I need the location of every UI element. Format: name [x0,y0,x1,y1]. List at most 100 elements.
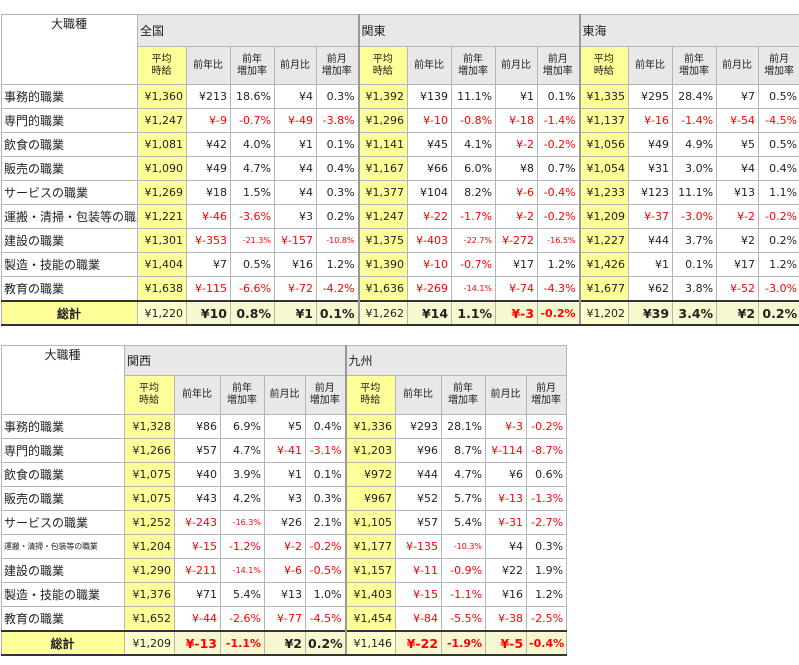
total-value: ¥1,220 [137,300,187,326]
metric-header: 前月 増加率 [315,46,360,85]
metric-header: 前月 増加率 [304,375,347,415]
cell-value: ¥-37 [628,204,674,229]
cell-value: ¥1,252 [124,510,175,535]
cell-value: -1.7% [451,204,497,229]
total-label: 総計 [1,630,125,656]
cell-value: ¥31 [628,156,674,181]
category-label: 事務的職業 [1,84,138,109]
cell-value: ¥13 [716,180,760,205]
cell-value: ¥1,454 [344,606,397,632]
cell-value: ¥1,360 [137,84,187,109]
cell-value: ¥1,137 [578,108,630,133]
cell-value: ¥45 [407,132,453,157]
table-row: 飲食の職業 ¥1,075 ¥40 3.9% ¥1 0.1% ¥972 ¥44 4.7% ¥6 0.6… [1,462,568,487]
cell-value: ¥-3 [485,414,528,439]
total-label: 総計 [1,300,138,326]
cell-value: ¥1,336 [344,414,397,439]
category-label: 専門的職業 [1,108,138,133]
cell-value: 0.4% [304,414,347,439]
cell-value: ¥1 [495,84,539,109]
cell-value: 0.5% [758,132,799,157]
cell-value: ¥96 [395,438,443,463]
cell-value: 4.0% [230,132,275,157]
cell-value: 0.6% [526,462,568,487]
table-row: 運搬・清掃・包装等の職業 ¥1,204 ¥-15 -1.2% ¥-2 -0.2% ¥1,17… [1,534,568,559]
cell-value: -3.0% [758,276,799,302]
total-value: 3.4% [672,300,718,326]
metric-header: 前年比 [628,46,674,85]
cell-value: 2.1% [304,510,347,535]
cell-value: 4.1% [451,132,497,157]
cell-value: -4.3% [537,276,581,302]
category-label: 事務的職業 [1,414,125,439]
cell-value: ¥1,301 [137,228,187,253]
metric-header: 前月 増加率 [758,46,799,85]
cell-value: -2.5% [526,606,568,632]
header-row-regions: 大職種 関西 九州 [1,345,568,415]
total-value: ¥-22 [395,630,443,656]
cell-value: ¥1,247 [357,204,409,229]
cell-value: 4.7% [441,462,487,487]
category-label: 教育の職業 [1,606,125,632]
cell-value: 4.9% [672,132,718,157]
table-row: 建設の職業 ¥1,290 ¥-211 -14.1% ¥-6 -0.5% ¥1,157 ¥-11… [1,558,568,583]
cell-value: 4.7% [230,156,275,181]
table-row: 教育の職業 ¥1,638 ¥-115 -6.6% ¥-72 -4.2% ¥1,636 ¥-26… [1,276,799,302]
total-value: -0.2% [537,300,581,326]
table-row: サービスの職業 ¥1,269 ¥18 1.5% ¥4 0.3% ¥1,377 ¥104 8.2%… [1,180,799,205]
cell-value: ¥293 [395,414,443,439]
cell-value: ¥71 [174,582,221,607]
total-value: 1.1% [451,300,497,326]
cell-value: ¥1,105 [344,510,397,535]
cell-value: ¥1,269 [137,180,187,205]
cell-value: ¥-2 [495,204,539,229]
cell-value: 1.2% [526,582,568,607]
category-label: サービスの職業 [1,510,125,535]
cell-value: ¥1,221 [137,204,187,229]
cell-value: ¥-49 [274,108,317,133]
total-value: ¥2 [716,300,760,326]
metric-header: 前月比 [264,375,306,415]
cell-value: ¥-15 [174,534,221,559]
cell-value: -0.5% [304,558,347,583]
category-label: 建設の職業 [1,228,138,253]
cell-value: 0.3% [315,84,360,109]
table-row: 販売の職業 ¥1,090 ¥49 4.7% ¥4 0.4% ¥1,167 ¥66 6.0% ¥8 0… [1,156,799,181]
cell-value: ¥42 [186,132,231,157]
metric-header: 平均 時給 [344,375,397,415]
cell-value: ¥52 [395,486,443,511]
cell-value: 0.3% [526,534,568,559]
cell-value: 1.9% [526,558,568,583]
cell-value: -3.8% [315,108,360,133]
cell-value: ¥-46 [186,204,231,229]
metric-header: 平均 時給 [357,46,409,85]
cell-value: ¥1,290 [124,558,175,583]
cell-value: 0.2% [758,228,799,253]
cell-value: ¥62 [628,276,674,302]
cell-value: 11.1% [451,84,497,109]
corner-label: 大職種 [1,345,125,415]
cell-value: ¥44 [395,462,443,487]
cell-value: -5.5% [441,606,487,632]
cell-value: ¥1,157 [344,558,397,583]
cell-value: 0.1% [315,132,360,157]
cell-value: ¥13 [264,582,306,607]
cell-value: ¥49 [186,156,231,181]
cell-value: ¥1,638 [137,276,187,302]
cell-value: ¥123 [628,180,674,205]
cell-value: ¥4 [274,156,317,181]
metric-header: 前年比 [395,375,443,415]
cell-value: ¥-72 [274,276,317,302]
cell-value: 6.0% [451,156,497,181]
cell-value: ¥16 [274,252,317,277]
cell-value: 3.9% [220,462,265,487]
cell-value: 1.2% [537,252,581,277]
category-label: 販売の職業 [1,156,138,181]
metric-header: 前月比 [495,46,539,85]
cell-value: ¥26 [264,510,306,535]
cell-value: ¥49 [628,132,674,157]
cell-value: -2.7% [526,510,568,535]
cell-value: ¥1,075 [124,486,175,511]
metric-header: 前年 増加率 [230,46,275,85]
cell-value: ¥-77 [264,606,306,632]
